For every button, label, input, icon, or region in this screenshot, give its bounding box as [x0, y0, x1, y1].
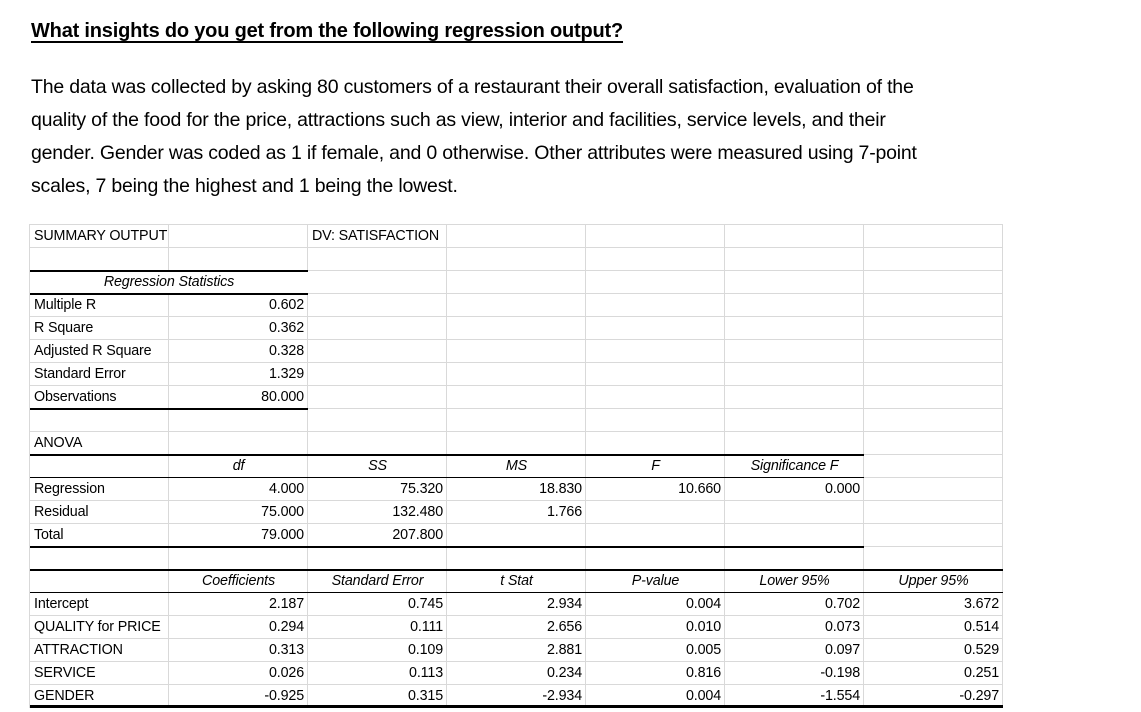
coef-column-header: Lower 95%: [759, 573, 830, 589]
anova-column-header: SS: [368, 458, 387, 474]
stat-value: 0.362: [268, 320, 304, 336]
coef-column-header: t Stat: [500, 573, 533, 589]
anova-cell: 79.000: [261, 527, 304, 543]
intro-line: quality of the food for the price, attra…: [31, 109, 886, 131]
coef-cell: 0.004: [685, 688, 721, 704]
stat-value: 0.328: [268, 343, 304, 359]
regression-statistics-header: Regression Statistics: [30, 271, 308, 294]
anova-column-header: F: [651, 458, 660, 474]
spreadsheet-grid: SUMMARY OUTPUT DV: SATISFACTION Regressi…: [29, 224, 1003, 708]
anova-column-header: Significance F: [750, 458, 839, 474]
stat-value: 80.000: [261, 389, 304, 405]
coef-column-header: Standard Error: [331, 573, 424, 589]
coef-cell: 0.005: [685, 642, 721, 658]
coef-cell: 3.672: [963, 596, 999, 612]
table-border-thick: [30, 705, 1003, 708]
coef-cell: 0.010: [685, 619, 721, 635]
dv-label: DV: SATISFACTION: [312, 228, 440, 244]
stat-value: 1.329: [268, 366, 304, 382]
coef-column-header: Upper 95%: [898, 573, 969, 589]
stat-value: 0.602: [268, 297, 304, 313]
anova-cell: 75.000: [261, 504, 304, 520]
anova-cell: 207.800: [392, 527, 443, 543]
coef-cell: 0.315: [407, 688, 443, 704]
coef-cell: 0.529: [963, 642, 999, 658]
coef-row-label: QUALITY for PRICE: [34, 619, 161, 635]
table-border-thick: [30, 453, 864, 457]
stat-label: Multiple R: [34, 297, 97, 313]
coef-cell: 0.004: [685, 596, 721, 612]
coef-cell: 0.111: [410, 619, 443, 635]
anova-section: ANOVA df SS MS F Significance F Regressi…: [30, 432, 1003, 547]
coef-cell: 0.026: [268, 665, 304, 681]
summary-output-label: SUMMARY OUTPUT: [34, 228, 168, 244]
table-border-thin: [30, 592, 1003, 594]
coef-row-label: ATTRACTION: [34, 642, 123, 658]
table-border-thick: [30, 269, 308, 273]
anova-cell: 18.830: [539, 481, 582, 497]
coef-cell: -1.554: [820, 688, 860, 704]
table-border-thick: [30, 568, 1003, 572]
coef-column-header: P-value: [631, 573, 680, 589]
coef-cell: 0.702: [824, 596, 860, 612]
page-title: What insights do you get from the follow…: [31, 20, 624, 42]
coefficients-section: Coefficients Standard Error t Stat P-val…: [30, 570, 1003, 708]
coef-cell: 2.656: [546, 619, 582, 635]
coef-cell: 0.251: [963, 665, 999, 681]
anova-label: ANOVA: [34, 435, 83, 451]
coef-cell: -0.198: [820, 665, 860, 681]
stat-label: Adjusted R Square: [34, 343, 152, 359]
summary-output-section: SUMMARY OUTPUT DV: SATISFACTION Regressi…: [30, 225, 1003, 409]
anova-cell: 132.480: [392, 504, 443, 520]
coef-cell: 0.816: [685, 665, 721, 681]
coef-cell: -0.297: [959, 688, 999, 704]
coef-cell: 0.294: [268, 619, 304, 635]
intro-paragraph: The data was collected by asking 80 cust…: [31, 71, 917, 203]
coef-cell: 0.113: [409, 665, 443, 681]
coef-column-header: Coefficients: [202, 573, 275, 589]
coef-cell: 0.745: [407, 596, 443, 612]
coef-cell: 0.109: [407, 642, 443, 658]
anova-row-label: Total: [34, 527, 64, 543]
coef-row-label: Intercept: [34, 596, 89, 612]
coef-cell: 0.097: [824, 642, 860, 658]
anova-cell: 10.660: [678, 481, 721, 497]
table-border-thin: [30, 477, 864, 479]
stat-label: R Square: [34, 320, 94, 336]
coef-cell: -2.934: [542, 688, 582, 704]
anova-row-label: Residual: [34, 504, 89, 520]
coef-row-label: SERVICE: [34, 665, 96, 681]
table-border-thick: [30, 407, 308, 411]
coef-cell: 2.934: [546, 596, 582, 612]
table-border-thin: [30, 293, 308, 295]
coef-cell: 0.073: [824, 619, 860, 635]
coef-cell: -0.925: [264, 688, 304, 704]
coef-row-label: GENDER: [34, 688, 95, 704]
intro-line: scales, 7 being the highest and 1 being …: [31, 175, 458, 197]
coef-cell: 2.881: [546, 642, 582, 658]
anova-cell: 4.000: [268, 481, 304, 497]
coef-cell: 2.187: [268, 596, 304, 612]
stat-label: Observations: [34, 389, 117, 405]
anova-cell: 0.000: [824, 481, 860, 497]
table-border-thick: [30, 545, 864, 549]
intro-line: gender. Gender was coded as 1 if female,…: [31, 142, 917, 164]
anova-row-label: Regression: [34, 481, 105, 497]
stat-label: Standard Error: [34, 366, 126, 382]
coef-cell: 0.514: [963, 619, 999, 635]
anova-cell: 75.320: [400, 481, 443, 497]
coef-cell: 0.234: [546, 665, 582, 681]
anova-column-header: MS: [505, 458, 528, 474]
intro-line: The data was collected by asking 80 cust…: [31, 76, 914, 98]
coef-cell: 0.313: [268, 642, 304, 658]
anova-cell: 1.766: [546, 504, 582, 520]
anova-column-header: df: [232, 458, 245, 474]
